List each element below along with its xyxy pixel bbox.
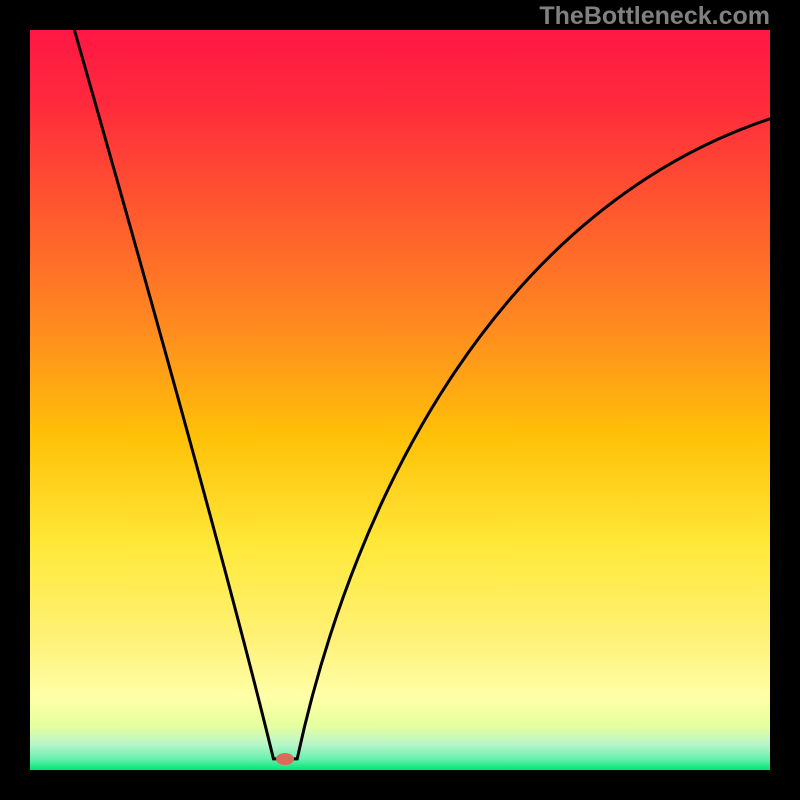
curve-svg [30, 30, 770, 770]
watermark-text: TheBottleneck.com [539, 2, 770, 31]
chart-container: TheBottleneck.com [0, 0, 800, 800]
bottleneck-curve [74, 30, 770, 759]
plot-area [30, 30, 770, 770]
minimum-marker [276, 753, 294, 765]
